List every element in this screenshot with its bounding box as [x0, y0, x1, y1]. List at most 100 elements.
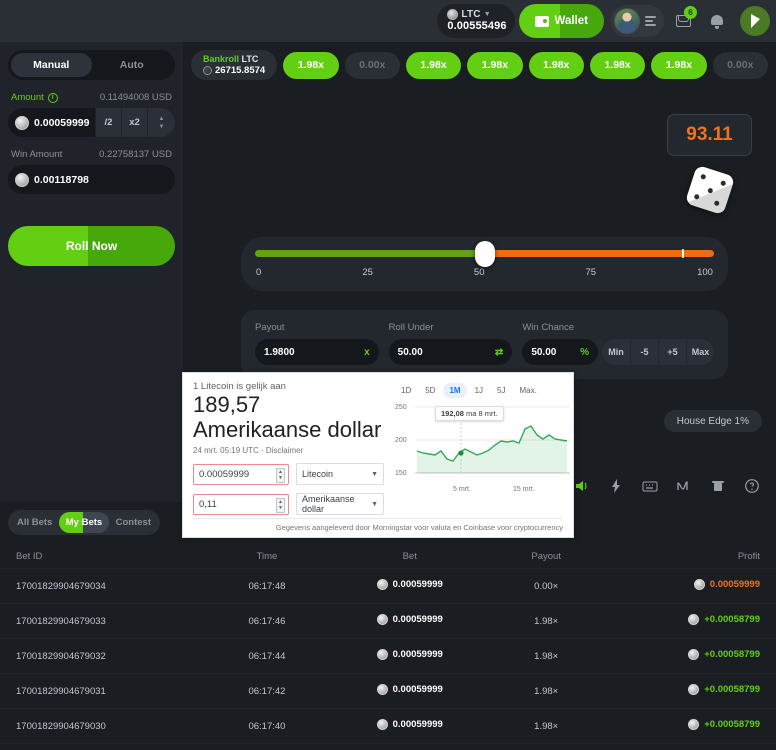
coin-icon — [376, 719, 388, 730]
mail-button[interactable]: 6 — [668, 5, 698, 37]
coin-icon — [15, 115, 29, 130]
history-chip: 1.98x — [651, 51, 707, 79]
roll-result: 93.11 — [667, 114, 752, 156]
profile-avatar[interactable] — [740, 6, 770, 36]
price-chart: 250 200 150 5 mrt. 15 mrt. 192,08 ma 8 m… — [395, 404, 570, 493]
x-tick-15mrt: 15 mrt. — [513, 486, 535, 493]
cell-bet-id: 17001829904679029 — [0, 743, 209, 750]
roll-under-label: Roll Under — [388, 322, 434, 333]
tab-contest[interactable]: Contest — [109, 512, 158, 533]
payout-field[interactable]: 1.9800 x — [255, 339, 379, 365]
from-stepper[interactable]: ▲ ▼ — [276, 467, 285, 483]
cell-bet-id: 17001829904679030 — [0, 708, 209, 744]
wallet-label: Wallet — [554, 15, 588, 27]
hamburger-icon[interactable] — [645, 16, 656, 26]
table-row[interactable]: 17001829904679034 06:17:48 0.00059999 0.… — [0, 568, 776, 604]
range-tab-max[interactable]: Max. — [519, 386, 537, 395]
table-row[interactable]: 17001829904679033 06:17:46 0.00059999 1.… — [0, 603, 776, 639]
cell-payout: 1.98× — [493, 743, 599, 750]
converter-from-select[interactable]: Litecoin ▼ — [296, 463, 384, 486]
profile-menu[interactable] — [611, 5, 664, 37]
from-value[interactable]: 0.00059999 — [199, 468, 250, 480]
tab-my-bets[interactable]: My Bets — [59, 512, 109, 533]
tab-all-bets[interactable]: All Bets — [10, 512, 59, 533]
range-tab-1d[interactable]: 1D — [401, 386, 412, 395]
notifications-button[interactable] — [702, 5, 732, 37]
slider-lose-range — [255, 250, 485, 257]
history-chip: 1.98x — [405, 51, 462, 79]
converter-to-row: 0,11 ▲ ▼ Amerikaanse dollar ▼ — [193, 493, 389, 516]
bet-amount: 0.00059999 — [392, 614, 443, 625]
chance-max-button[interactable]: Max — [685, 339, 714, 365]
lightning-icon[interactable] — [608, 478, 624, 494]
keyboard-icon[interactable] — [642, 478, 658, 494]
slider-knob[interactable] — [474, 240, 495, 267]
converter-to-select[interactable]: Amerikaanse dollar ▼ — [296, 493, 384, 516]
converter-from-input[interactable]: 0.00059999 ▲ ▼ — [193, 463, 289, 485]
swap-icon[interactable]: ⇄ — [494, 346, 504, 358]
help-icon[interactable] — [744, 478, 760, 494]
chance-min-button[interactable]: Min — [601, 339, 630, 365]
double-button[interactable]: x2 — [121, 108, 147, 137]
coin-icon — [15, 172, 29, 187]
to-currency: Amerikaanse dollar — [302, 494, 355, 515]
scale-tick: 75 — [585, 267, 597, 278]
to-stepper[interactable]: ▲ ▼ — [276, 497, 285, 513]
payout-value[interactable]: 1.9800 — [264, 346, 295, 358]
table-row[interactable]: 17001829904679032 06:17:44 0.00059999 1.… — [0, 638, 776, 674]
converter-attribution: Gegevens aangeleverd door Morningstar vo… — [193, 518, 563, 532]
to-value[interactable]: 0,11 — [199, 498, 217, 510]
halve-button[interactable]: /2 — [95, 108, 121, 137]
table-row[interactable]: 17001829904679031 06:17:42 0.00059999 1.… — [0, 673, 776, 709]
chance-plus5-button[interactable]: +5 — [657, 339, 686, 365]
range-tab-1j[interactable]: 1J — [474, 386, 484, 395]
coin-icon — [688, 649, 700, 660]
amount-input[interactable]: 0.00059999 — [34, 116, 90, 129]
profit-amount: +0.00058799 — [704, 684, 760, 695]
history-chip: 1.98x — [283, 51, 339, 79]
trash-icon[interactable] — [710, 478, 726, 494]
stats-icon[interactable] — [676, 478, 692, 494]
cell-time: 06:17:48 — [208, 568, 326, 604]
roll-under-value[interactable]: 50.00 — [397, 346, 423, 358]
cell-bet-id: 17001829904679033 — [0, 603, 209, 639]
chevron-down-icon: ▼ — [483, 10, 491, 18]
y-tick-250: 250 — [395, 404, 407, 411]
amount-usd: 0.11494008 USD — [99, 92, 172, 103]
roll-under-field[interactable]: 50.00 ⇄ — [388, 339, 513, 365]
sound-icon[interactable] — [574, 478, 590, 494]
chance-minus5-button[interactable]: -5 — [629, 339, 658, 365]
slider-track[interactable] — [255, 240, 714, 267]
table-row[interactable]: 17001829904679030 06:17:40 0.00059999 1.… — [0, 708, 776, 744]
coin-icon — [688, 684, 700, 695]
cell-bet: 0.00059999 — [325, 708, 494, 744]
amount-input-row[interactable]: 0.00059999 /2 x2 ▲ ▼ — [8, 108, 175, 137]
roll-slider[interactable]: 0 25 50 75 100 — [241, 237, 728, 291]
info-icon[interactable]: i — [47, 92, 58, 103]
balance-amount: 0.00555496 — [447, 20, 507, 33]
range-tab-5j[interactable]: 5J — [497, 386, 506, 395]
chance-quick-buttons: Min -5 +5 Max — [601, 339, 714, 365]
cell-profit: +0.00058799 — [598, 708, 776, 744]
balance-selector[interactable]: LTC ▼ 0.00555496 — [437, 4, 515, 38]
range-tab-1m[interactable]: 1M — [443, 383, 467, 398]
bets-table-head: Bet ID Time Bet Payout Profit — [0, 545, 776, 569]
bankroll-label: Bankroll — [203, 54, 240, 65]
tab-auto[interactable]: Auto — [92, 53, 173, 77]
history-chip: 1.98x — [467, 51, 523, 79]
cell-profit: +0.00058799 — [598, 673, 776, 709]
converter-to-input[interactable]: 0,11 ▲ ▼ — [193, 493, 289, 515]
win-chance-field[interactable]: 50.00 % — [522, 339, 598, 365]
win-chance-value[interactable]: 50.00 — [531, 346, 557, 358]
converter-left: 1 Litecoin is gelijk aan 189,57 Amerikaa… — [193, 381, 389, 537]
bets-table: Bet ID Time Bet Payout Profit 1700182990… — [0, 545, 776, 750]
coin-icon — [203, 65, 212, 75]
roll-now-button[interactable]: Roll Now — [8, 226, 175, 266]
amount-stepper[interactable]: ▲ ▼ — [147, 108, 175, 137]
cell-payout: 1.98× — [493, 673, 599, 709]
wallet-button[interactable]: Wallet — [518, 4, 604, 38]
range-tab-5d[interactable]: 5D — [425, 386, 436, 395]
table-row[interactable]: 17001829904679029 06:17:39 0.00059999 1.… — [0, 743, 776, 750]
tab-manual[interactable]: Manual — [11, 53, 92, 77]
converter-chart-area: 1D 5D 1M 1J 5J Max. 250 200 150 5 mrt. 1… — [389, 381, 570, 537]
